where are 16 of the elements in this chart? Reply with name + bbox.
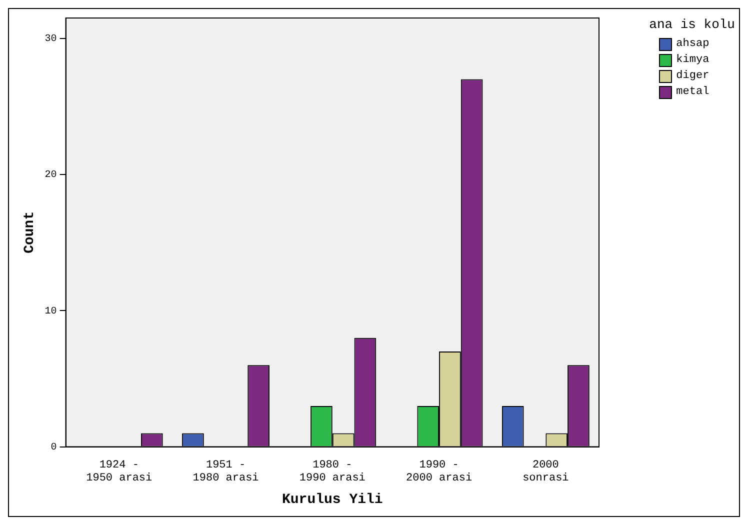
x-tick-label: 1990 - 2000 arasi xyxy=(406,459,472,485)
y-tick-label: 30 xyxy=(44,34,57,46)
x-tick-label: 1924 - 1950 arasi xyxy=(86,459,153,485)
x-tick-label: 2000 sonrasi xyxy=(522,459,570,485)
y-tick-label: 20 xyxy=(44,170,57,182)
y-tick-label: 0 xyxy=(50,442,57,454)
legend-label: metal xyxy=(676,86,710,98)
x-tick-label: 1951 - 1980 arasi xyxy=(192,459,260,485)
legend-label: ahsap xyxy=(676,38,710,50)
legend-title: ana is kolu xyxy=(649,17,735,32)
x-tick-label: 1980 - 1990 arasi xyxy=(299,459,366,485)
legend-label: diger xyxy=(676,70,710,82)
y-axis-title: Count xyxy=(22,211,38,254)
legend-label: kimya xyxy=(676,54,710,66)
x-axis-title: Kurulus Yili xyxy=(282,492,383,508)
y-tick-label: 10 xyxy=(44,306,57,318)
